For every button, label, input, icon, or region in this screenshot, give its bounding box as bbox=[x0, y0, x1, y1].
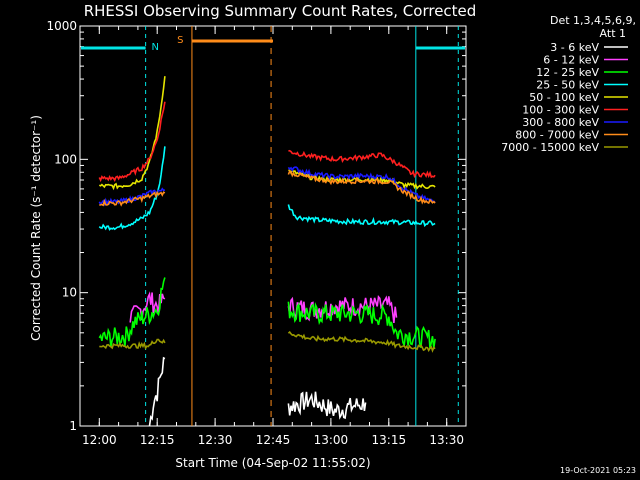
series-line bbox=[287, 204, 436, 228]
legend-label: 800 - 7000 keV bbox=[515, 129, 599, 142]
x-tick-label: 13:15 bbox=[372, 433, 407, 447]
legend-label: 50 - 100 keV bbox=[529, 91, 599, 104]
chart-title: RHESSI Observing Summary Count Rates, Co… bbox=[84, 2, 477, 20]
x-axis-label: Start Time (04-Sep-02 11:55:02) bbox=[175, 456, 370, 470]
series-line bbox=[129, 291, 166, 323]
y-tick-label: 100 bbox=[54, 152, 77, 166]
series-line bbox=[98, 277, 166, 348]
series-line bbox=[99, 338, 166, 350]
x-tick-label: 13:30 bbox=[429, 433, 464, 447]
series bbox=[98, 166, 436, 207]
x-tick-label: 12:15 bbox=[140, 433, 175, 447]
x-tick-label: 12:45 bbox=[256, 433, 291, 447]
series-line bbox=[288, 149, 436, 179]
series bbox=[98, 101, 436, 183]
x-tick-label: 12:30 bbox=[198, 433, 233, 447]
series-line bbox=[98, 101, 166, 183]
series-line bbox=[287, 294, 398, 323]
legend-label: 12 - 25 keV bbox=[536, 66, 599, 79]
series bbox=[98, 146, 436, 231]
series-line bbox=[148, 356, 166, 427]
legend-label: 300 - 800 keV bbox=[522, 116, 599, 129]
marker-label-s: S bbox=[177, 35, 183, 46]
x-tick-label: 12:00 bbox=[82, 433, 117, 447]
series bbox=[98, 277, 436, 349]
legend-header: Att 1 bbox=[600, 27, 626, 40]
legend-label: 7000 - 15000 keV bbox=[501, 141, 599, 154]
x-tick-label: 13:00 bbox=[314, 433, 349, 447]
legend-label: 25 - 50 keV bbox=[536, 79, 599, 92]
y-tick-label: 1 bbox=[69, 419, 77, 433]
series bbox=[99, 330, 436, 353]
series-line bbox=[98, 76, 166, 191]
footer-timestamp: 19-Oct-2021 05:23 bbox=[560, 466, 636, 475]
series-line bbox=[287, 301, 436, 349]
series bbox=[99, 170, 436, 207]
legend-label: 6 - 12 keV bbox=[543, 54, 599, 67]
plot-frame bbox=[79, 25, 467, 427]
series-line bbox=[99, 190, 166, 207]
series bbox=[148, 356, 367, 427]
series-line bbox=[287, 391, 367, 420]
y-tick-label: 1000 bbox=[46, 19, 77, 33]
series-line bbox=[287, 166, 436, 203]
series bbox=[98, 76, 436, 191]
marker-label-n: N bbox=[152, 42, 159, 53]
y-axis-label: Corrected Count Rate (s⁻¹ detector⁻¹) bbox=[29, 115, 43, 341]
series-line bbox=[287, 170, 436, 205]
legend-header: Det 1,3,4,5,6,9, bbox=[550, 14, 636, 27]
series-line bbox=[98, 146, 166, 231]
axes: 1 10 100 1000 12:00 12:15 12:30 12:45 13:00 13:15… bbox=[46, 19, 467, 447]
y-tick-label: 10 bbox=[62, 286, 77, 300]
series-line bbox=[287, 330, 436, 353]
chart-marks: NS bbox=[81, 26, 465, 427]
series bbox=[129, 291, 398, 323]
legend-label: 100 - 300 keV bbox=[522, 104, 599, 117]
legend-label: 3 - 6 keV bbox=[550, 41, 599, 54]
